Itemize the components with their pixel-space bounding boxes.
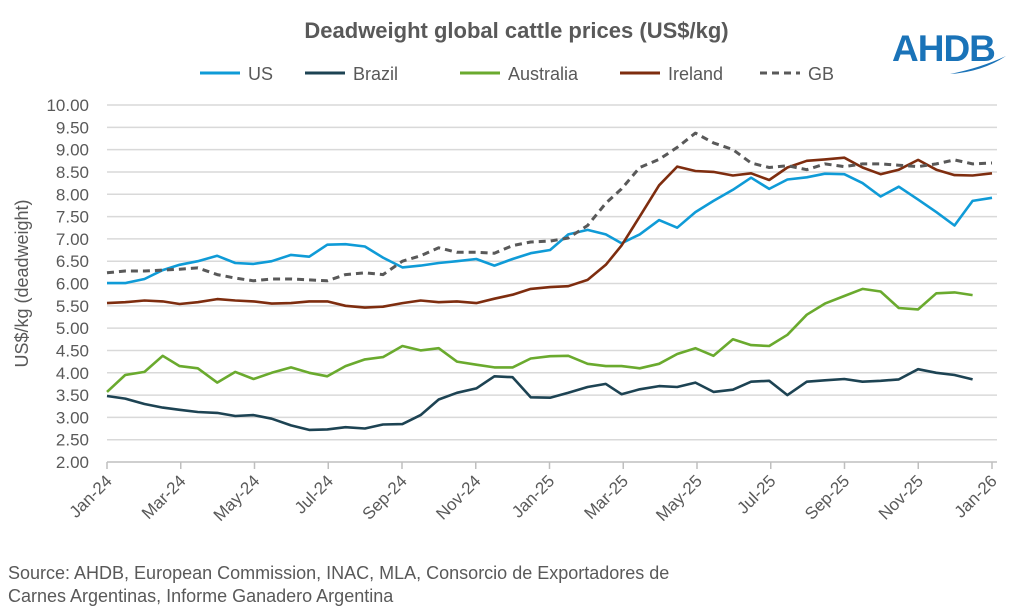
legend-label-ireland: Ireland	[668, 64, 723, 84]
line-chart: 2.00 2.50 3.00 3.50 4.00 4.50 5.00 5.50 6.00 6.50…	[12, 64, 1001, 525]
y-tick-label: 7.00	[56, 230, 89, 249]
x-tick-label: Jul-24	[291, 471, 337, 517]
x-tick-label: Mar-24	[138, 471, 190, 523]
series-line-gb	[106, 131, 993, 283]
y-axis-label: US$/kg (deadweight)	[12, 199, 32, 367]
y-tick-label: 5.50	[56, 297, 89, 316]
y-tick-label: 9.50	[56, 118, 89, 137]
x-tick-label: Jul-25	[733, 471, 779, 517]
x-tick-label: Sep-25	[801, 471, 853, 523]
x-tick-label: Nov-24	[432, 471, 484, 523]
y-tick-label: 9.00	[56, 141, 89, 160]
svg-text:AHDB: AHDB	[892, 28, 995, 69]
chart-title: Deadweight global cattle prices (US$/kg)	[304, 18, 729, 43]
x-tick-label: Jan-24	[66, 471, 116, 521]
y-tick-label: 8.50	[56, 163, 89, 182]
y-tick-label: 5.00	[56, 319, 89, 338]
y-tick-label: 3.00	[56, 408, 89, 427]
series-line-brazil	[106, 367, 973, 432]
x-tick-label: Jan-26	[951, 471, 1001, 521]
legend-label-brazil: Brazil	[353, 64, 398, 84]
y-tick-label: 2.00	[56, 453, 89, 472]
legend-label-australia: Australia	[508, 64, 579, 84]
y-tick-label: 6.50	[56, 252, 89, 271]
ahdb-logo: AHDB	[890, 28, 1010, 83]
y-tick-label: 7.50	[56, 208, 89, 227]
y-tick-label: 3.50	[56, 386, 89, 405]
x-tick-label: Jan-25	[508, 471, 558, 521]
y-tick-label: 4.50	[56, 341, 89, 360]
x-tick-label: Mar-25	[581, 471, 633, 523]
source-line-1: Source: AHDB, European Commission, INAC,…	[8, 563, 670, 583]
legend-label-us: US	[248, 64, 273, 84]
x-tick-label: May-24	[210, 471, 264, 525]
source-note: Source: AHDB, European Commission, INAC,…	[8, 562, 669, 608]
x-tick-label: Sep-24	[359, 471, 411, 523]
y-tick-label: 10.00	[46, 96, 89, 115]
legend-label-gb: GB	[808, 64, 834, 84]
y-tick-label: 8.00	[56, 185, 89, 204]
series-line-australia	[106, 287, 973, 393]
y-tick-label: 2.50	[56, 431, 89, 450]
x-tick-label: Nov-25	[875, 471, 927, 523]
y-tick-label: 6.00	[56, 275, 89, 294]
x-tick-label: May-25	[652, 471, 706, 525]
series-line-us	[107, 172, 993, 285]
y-tick-label: 4.00	[56, 364, 89, 383]
source-line-2: Carnes Argentinas, Informe Ganadero Arge…	[8, 586, 394, 606]
series-line-ireland	[106, 156, 993, 309]
